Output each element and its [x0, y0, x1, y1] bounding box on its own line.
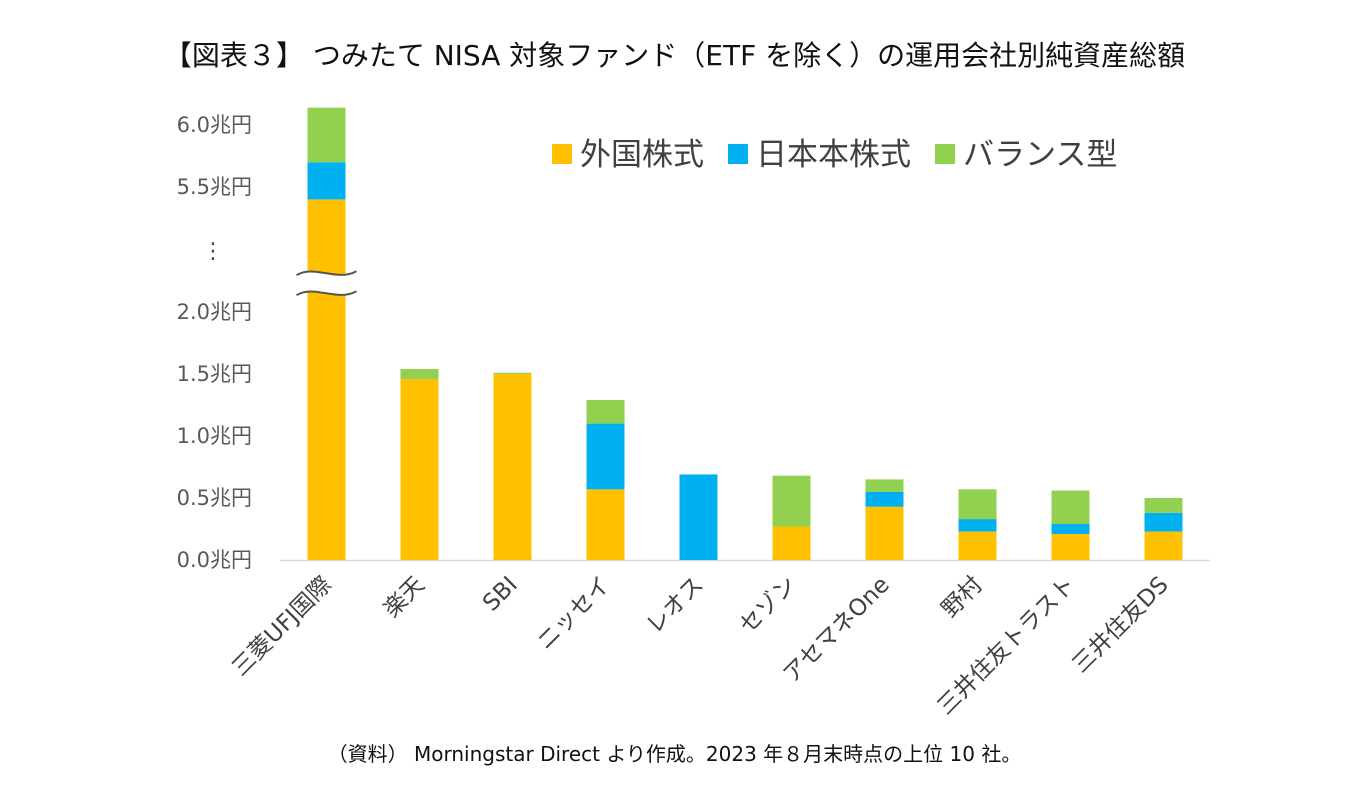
- legend-swatch-3: [935, 144, 955, 164]
- category-label: ニッセイ: [532, 572, 615, 655]
- bar-segment-1: [865, 506, 904, 560]
- bar-segment-3: [400, 369, 439, 379]
- axis-break-band: [292, 271, 361, 296]
- legend-swatch-1: [552, 144, 572, 164]
- bar-segment-1: [772, 526, 811, 560]
- bar-segment-2: [307, 162, 346, 200]
- y-tick-label: 2.0兆円: [177, 300, 252, 324]
- bar-segment-2: [586, 423, 625, 490]
- bar-segment-3: [865, 479, 904, 492]
- y-axis-break-marker: ⋮: [202, 239, 224, 264]
- category-label: セゾン: [735, 572, 802, 639]
- bar-segment-1: [1051, 533, 1090, 560]
- legend-label-1: 外国株式: [580, 137, 704, 173]
- y-tick-label: 1.5兆円: [177, 362, 252, 386]
- legend-swatch-2: [728, 144, 748, 164]
- axis-break-line-top: [295, 270, 357, 277]
- chart-title: 【図表３】 つみたて NISA 対象ファンド（ETF を除く）の運用会社別純資産…: [163, 39, 1186, 72]
- bar-segment-3: [493, 372, 532, 374]
- y-tick-label: 0.5兆円: [177, 486, 252, 510]
- y-tick-label: 1.0兆円: [177, 424, 252, 448]
- y-tick-label: 6.0兆円: [177, 113, 252, 137]
- bar-segment-2: [679, 474, 718, 560]
- legend-label-2: 日本本株式: [756, 137, 911, 173]
- bar-segment-1: [400, 378, 439, 560]
- y-tick-label: 0.0兆円: [177, 548, 252, 572]
- bar-segment-1: [493, 374, 532, 560]
- category-label: SBI: [478, 572, 523, 617]
- category-label: 野村: [937, 572, 988, 623]
- bar-segment-1: [1144, 531, 1183, 560]
- bar-segment-2: [1144, 512, 1183, 532]
- bar-segment-1: [958, 531, 997, 560]
- bar-segment-2: [958, 519, 997, 532]
- bar-segment-3: [958, 489, 997, 520]
- bar-segment-3: [586, 400, 625, 424]
- category-label: 三菱UFJ国際: [227, 572, 337, 682]
- legend-label-3: バランス型: [963, 137, 1117, 173]
- category-label: 三井住友DS: [1067, 572, 1173, 678]
- bar-segment-3: [1051, 490, 1090, 525]
- axis-break-line-bottom: [295, 290, 357, 297]
- category-label: 楽天: [379, 572, 430, 623]
- bar-segment-3: [307, 107, 346, 163]
- source-note: （資料） Morningstar Direct より作成。2023 年８月末時点…: [327, 742, 1022, 766]
- y-tick-label: 5.5兆円: [177, 175, 252, 199]
- bar-segment-3: [1144, 498, 1183, 513]
- bar-segment-3: [772, 475, 811, 527]
- bar-segment-1: [307, 199, 346, 560]
- category-label: レオス: [642, 572, 709, 639]
- bar-segment-2: [865, 491, 904, 507]
- bar-segment-2: [1051, 524, 1090, 534]
- bar-segment-1: [586, 489, 625, 560]
